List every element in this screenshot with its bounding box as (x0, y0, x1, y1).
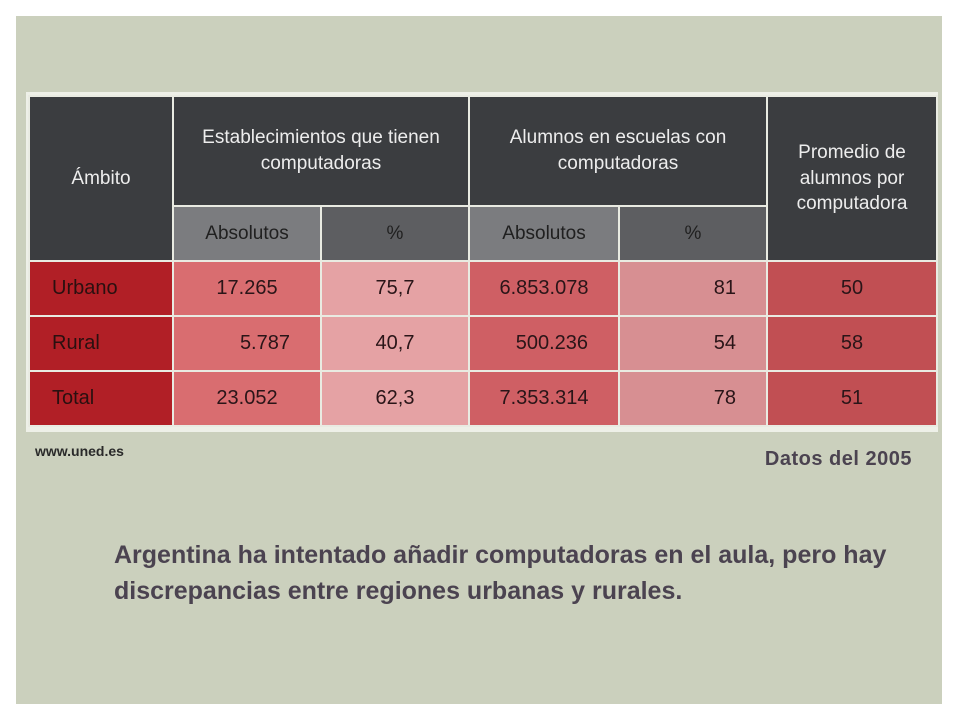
row-label-rural: Rural (28, 315, 174, 372)
header-promedio: Promedio de alumnos por computadora (766, 95, 939, 262)
cell-est-pct: 75,7 (320, 260, 470, 317)
subheader-est-absolutos: Absolutos (172, 205, 322, 262)
subheader-est-percent: % (320, 205, 470, 262)
header-establecimientos: Establecimientos que tienen computadoras (172, 95, 470, 207)
cell-est-pct: 40,7 (320, 315, 470, 372)
date-note: Datos del 2005 (764, 448, 912, 470)
table-row: Rural 5.787 40,7 500.236 54 58 (28, 315, 939, 372)
cell-est-abs: 5.787 (172, 315, 322, 372)
subheader-alu-percent: % (617, 205, 769, 262)
source-link: www.uned.es (35, 443, 124, 459)
row-label-total: Total (28, 370, 174, 427)
cell-promedio: 51 (766, 370, 939, 427)
subheader-alu-absolutos: Absolutos (468, 205, 620, 262)
header-alumnos: Alumnos en escuelas con computadoras (467, 95, 769, 207)
cell-alu-pct: 78 (617, 370, 769, 427)
cell-promedio: 50 (766, 260, 939, 317)
cell-est-pct: 62,3 (320, 370, 470, 427)
cell-alu-abs: 500.236 (468, 315, 620, 372)
cell-alu-pct: 81 (617, 260, 769, 317)
slide: Ámbito Establecimientos que tienen compu… (16, 16, 942, 704)
cell-est-abs: 17.265 (172, 260, 322, 317)
header-ambito: Ámbito (28, 95, 174, 262)
slide-caption: Argentina ha intentado añadir computador… (114, 541, 887, 605)
cell-promedio: 58 (766, 315, 939, 372)
table-row: Total 23.052 62,3 7.353.314 78 51 (28, 370, 939, 427)
row-label-urbano: Urbano (28, 260, 174, 317)
table-row: Urbano 17.265 75,7 6.853.078 81 50 (28, 260, 939, 317)
cell-alu-pct: 54 (617, 315, 769, 372)
cell-alu-abs: 6.853.078 (468, 260, 620, 317)
cell-alu-abs: 7.353.314 (468, 370, 620, 427)
computers-table: Ámbito Establecimientos que tienen compu… (28, 95, 939, 427)
data-table-image: Ámbito Establecimientos que tienen compu… (26, 92, 939, 432)
cell-est-abs: 23.052 (172, 370, 322, 427)
